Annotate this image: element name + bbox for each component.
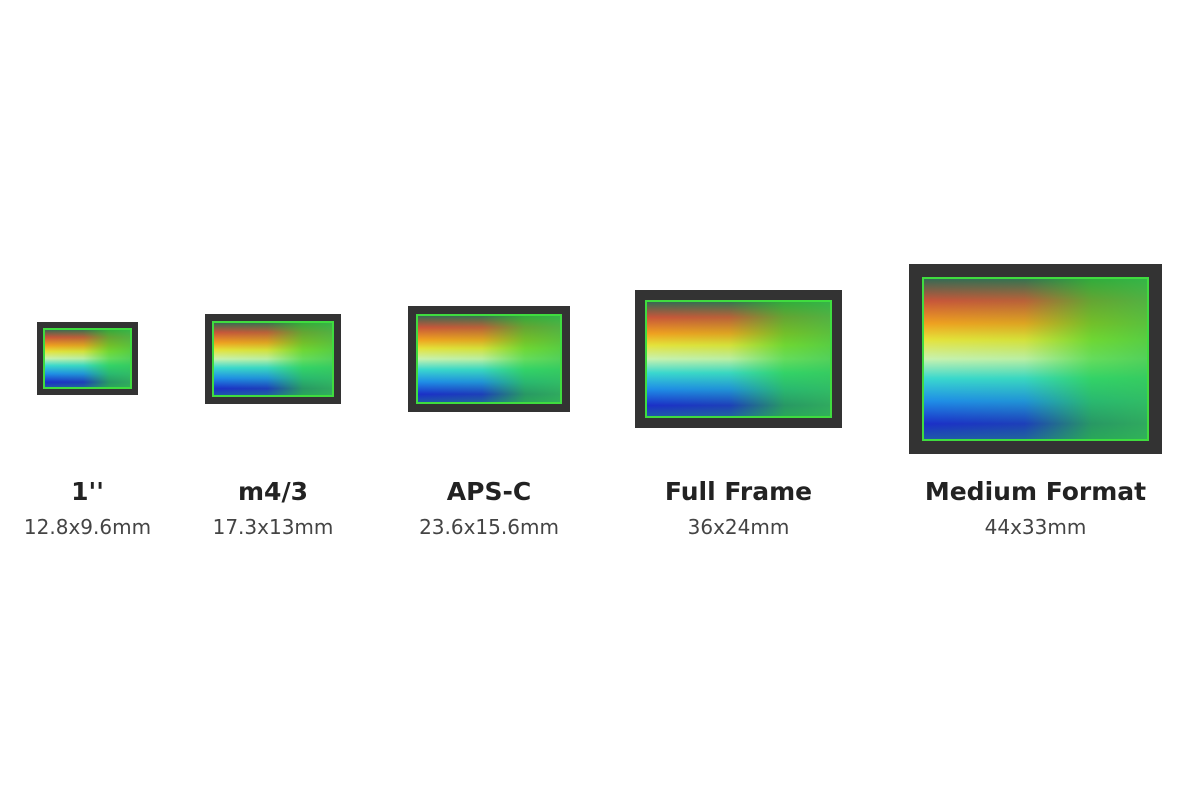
sensor-border (645, 300, 832, 418)
sensor-name: Full Frame (665, 477, 812, 506)
sensor-size: 23.6x15.6mm (419, 515, 559, 539)
sensor-tint (213, 322, 333, 396)
sensor-tint (646, 301, 831, 417)
sensor-tint (417, 315, 561, 403)
sensor-name: m4/3 (238, 477, 308, 506)
sensor-name: Medium Format (925, 477, 1146, 506)
sensor-size: 12.8x9.6mm (24, 515, 151, 539)
sensor-name: APS-C (447, 477, 531, 506)
sensor-size: 36x24mm (688, 515, 790, 539)
sensor-name: 1'' (71, 477, 104, 506)
sensor-size: 44x33mm (985, 515, 1087, 539)
sensor-border (43, 328, 132, 389)
sensor-border (922, 277, 1149, 441)
sensor-tint (44, 329, 131, 388)
sensor-size: 17.3x13mm (213, 515, 334, 539)
sensor-border (212, 321, 334, 397)
sensor-tint (923, 278, 1148, 440)
sensor-border (416, 314, 562, 404)
